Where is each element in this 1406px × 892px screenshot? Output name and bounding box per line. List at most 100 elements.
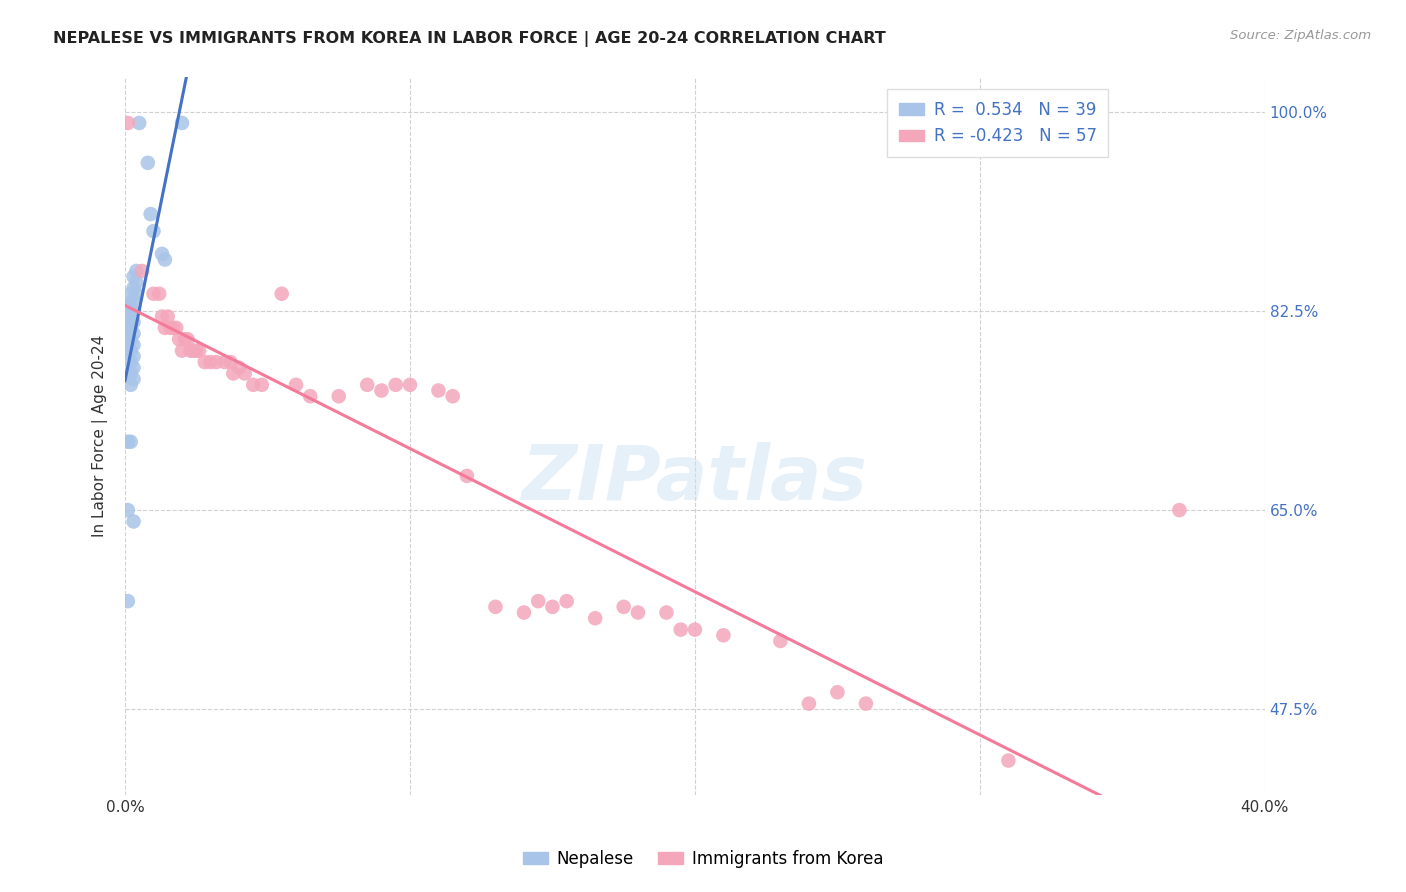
Point (117, 321, 139, 335)
Point (122, 372, 145, 386)
Point (855, 697, 877, 711)
Point (122, 515, 145, 529)
Point (120, 377, 142, 392)
Point (117, 343, 139, 358)
Text: Source: ZipAtlas.com: Source: ZipAtlas.com (1230, 29, 1371, 42)
Point (484, 599, 506, 614)
Text: ZIPatlas: ZIPatlas (522, 442, 868, 516)
Point (122, 269, 145, 284)
Point (120, 367, 142, 381)
Point (205, 355, 228, 369)
Point (165, 321, 187, 335)
Point (128, 116, 150, 130)
Point (299, 389, 322, 403)
Point (627, 606, 650, 620)
Legend: R =  0.534   N = 39, R = -0.423   N = 57: R = 0.534 N = 39, R = -0.423 N = 57 (887, 89, 1108, 157)
Point (159, 321, 181, 335)
Point (153, 321, 176, 335)
Point (122, 350, 145, 364)
Point (242, 377, 264, 392)
Point (122, 338, 145, 352)
Point (148, 286, 170, 301)
Point (117, 332, 139, 346)
Text: NEPALESE VS IMMIGRANTS FROM KOREA IN LABOR FORCE | AGE 20-24 CORRELATION CHART: NEPALESE VS IMMIGRANTS FROM KOREA IN LAB… (53, 31, 886, 47)
Point (156, 310, 179, 324)
Point (117, 503, 139, 517)
Point (669, 623, 692, 637)
Point (613, 599, 636, 614)
Point (250, 377, 273, 392)
Point (122, 281, 145, 295)
Point (150, 247, 173, 261)
Point (541, 599, 564, 614)
Point (122, 303, 145, 318)
Point (370, 384, 392, 398)
Point (170, 343, 193, 358)
Point (328, 389, 350, 403)
Point (122, 293, 145, 307)
Point (228, 360, 250, 375)
Point (441, 389, 464, 403)
Point (120, 286, 142, 301)
Legend: Nepalese, Immigrants from Korea: Nepalese, Immigrants from Korea (516, 844, 890, 875)
Point (194, 355, 217, 369)
Point (356, 377, 378, 392)
Point (122, 326, 145, 341)
Point (655, 606, 678, 620)
Point (125, 276, 148, 290)
Point (120, 343, 142, 358)
Point (120, 434, 142, 449)
Point (139, 207, 162, 221)
Point (456, 469, 478, 483)
Point (142, 286, 165, 301)
Point (117, 298, 139, 312)
Point (713, 628, 735, 642)
Point (797, 697, 820, 711)
Point (142, 224, 165, 238)
Point (153, 252, 176, 267)
Point (125, 286, 148, 301)
Y-axis label: In Labor Force | Age 20-24: In Labor Force | Age 20-24 (93, 334, 108, 537)
Point (233, 367, 256, 381)
Point (162, 321, 184, 335)
Point (120, 355, 142, 369)
Point (214, 355, 236, 369)
Point (173, 332, 195, 346)
Point (1168, 503, 1191, 517)
Point (384, 377, 406, 392)
Point (122, 315, 145, 329)
Point (513, 606, 536, 620)
Point (583, 611, 606, 625)
Point (120, 332, 142, 346)
Point (427, 384, 450, 398)
Point (180, 343, 202, 358)
Point (399, 377, 422, 392)
Point (683, 623, 706, 637)
Point (270, 286, 292, 301)
Point (222, 367, 245, 381)
Point (186, 343, 208, 358)
Point (167, 332, 190, 346)
Point (125, 264, 148, 278)
Point (120, 321, 142, 335)
Point (131, 264, 153, 278)
Point (117, 310, 139, 324)
Point (188, 343, 211, 358)
Point (117, 116, 139, 130)
Point (827, 685, 849, 699)
Point (527, 594, 550, 608)
Point (120, 298, 142, 312)
Point (117, 594, 139, 608)
Point (117, 434, 139, 449)
Point (555, 594, 578, 608)
Point (285, 377, 308, 392)
Point (176, 332, 198, 346)
Point (136, 156, 159, 170)
Point (200, 355, 222, 369)
Point (120, 310, 142, 324)
Point (150, 310, 173, 324)
Point (183, 343, 205, 358)
Point (997, 754, 1019, 768)
Point (170, 116, 193, 130)
Point (219, 355, 242, 369)
